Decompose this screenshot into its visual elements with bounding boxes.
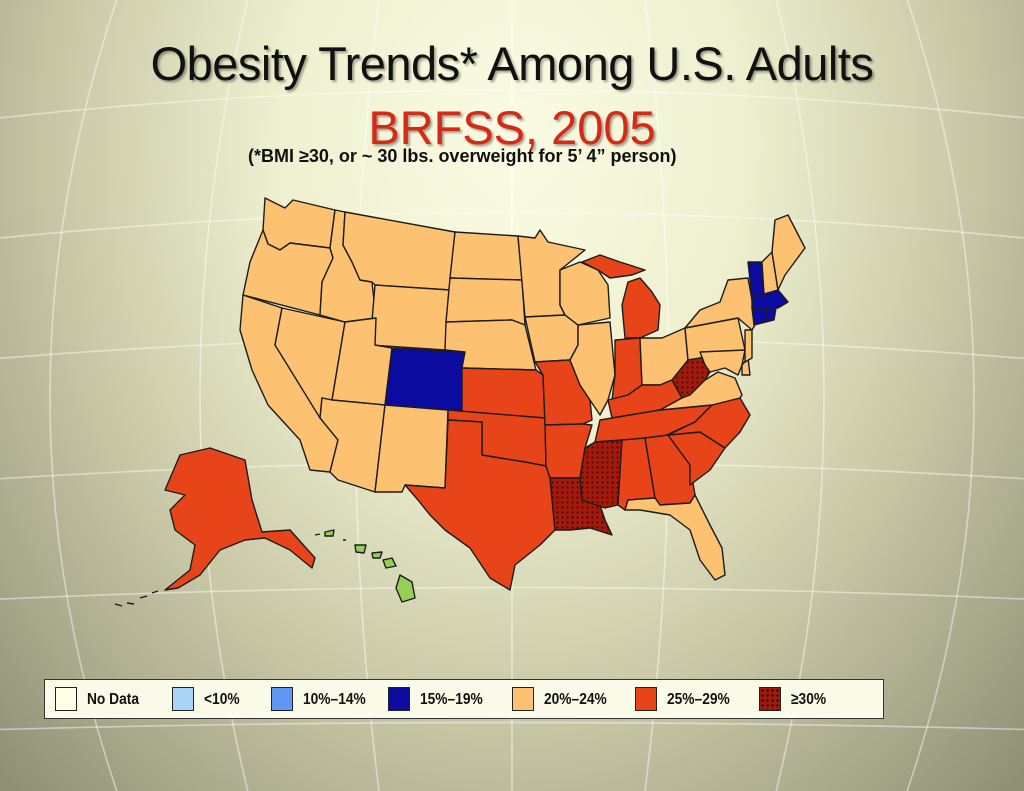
legend-swatch [635,687,657,711]
state-nd[interactable] [449,231,523,281]
legend-swatch [512,687,534,711]
state-ny[interactable] [684,277,756,331]
state-ms[interactable] [579,439,623,509]
legend-label: No Data [87,691,139,708]
hawaii-small-islands [314,533,346,541]
alaska-aleutian-islands [114,590,159,607]
map-legend: No Data <10% 10%–14% 15%–19% 20%–24% 25%… [44,679,884,719]
legend-label: 15%–19% [420,691,483,708]
legend-label: ≥30% [791,691,827,708]
state-tx[interactable] [404,419,556,591]
bmi-footnote: (*BMI ≥30, or ~ 30 lbs. overweight for 5… [248,146,677,166]
state-me[interactable] [771,214,806,291]
legend-swatch [759,687,781,711]
state-co[interactable] [384,347,466,413]
state-nj[interactable] [744,329,753,363]
state-ia[interactable] [524,314,579,363]
state-mi[interactable] [581,254,661,339]
legend-swatch [172,687,194,711]
legend-swatch [388,687,410,711]
state-wy[interactable] [369,284,451,351]
state-ct[interactable] [751,307,767,326]
legend-swatch [271,687,293,711]
state-ri[interactable] [765,307,777,323]
page-title: Obesity Trends* Among U.S. Adults [150,37,874,90]
legend-swatch [55,687,77,711]
state-nc[interactable] [667,397,751,449]
state-ks[interactable] [461,367,546,419]
state-hi[interactable] [324,529,416,603]
state-mt[interactable] [342,211,456,291]
legend-label: 20%–24% [544,691,607,708]
state-wa[interactable] [262,197,336,251]
state-va[interactable] [659,371,743,411]
page-subtitle: BRFSS, 2005 [368,101,656,154]
legend-label: 10%–14% [303,691,366,708]
state-sd[interactable] [445,277,526,326]
state-ak[interactable] [164,447,316,591]
state-fl[interactable] [624,494,726,581]
state-nm[interactable] [374,404,449,493]
legend-label: <10% [204,691,240,708]
legend-label: 25%–29% [667,691,730,708]
state-il[interactable] [569,321,616,416]
